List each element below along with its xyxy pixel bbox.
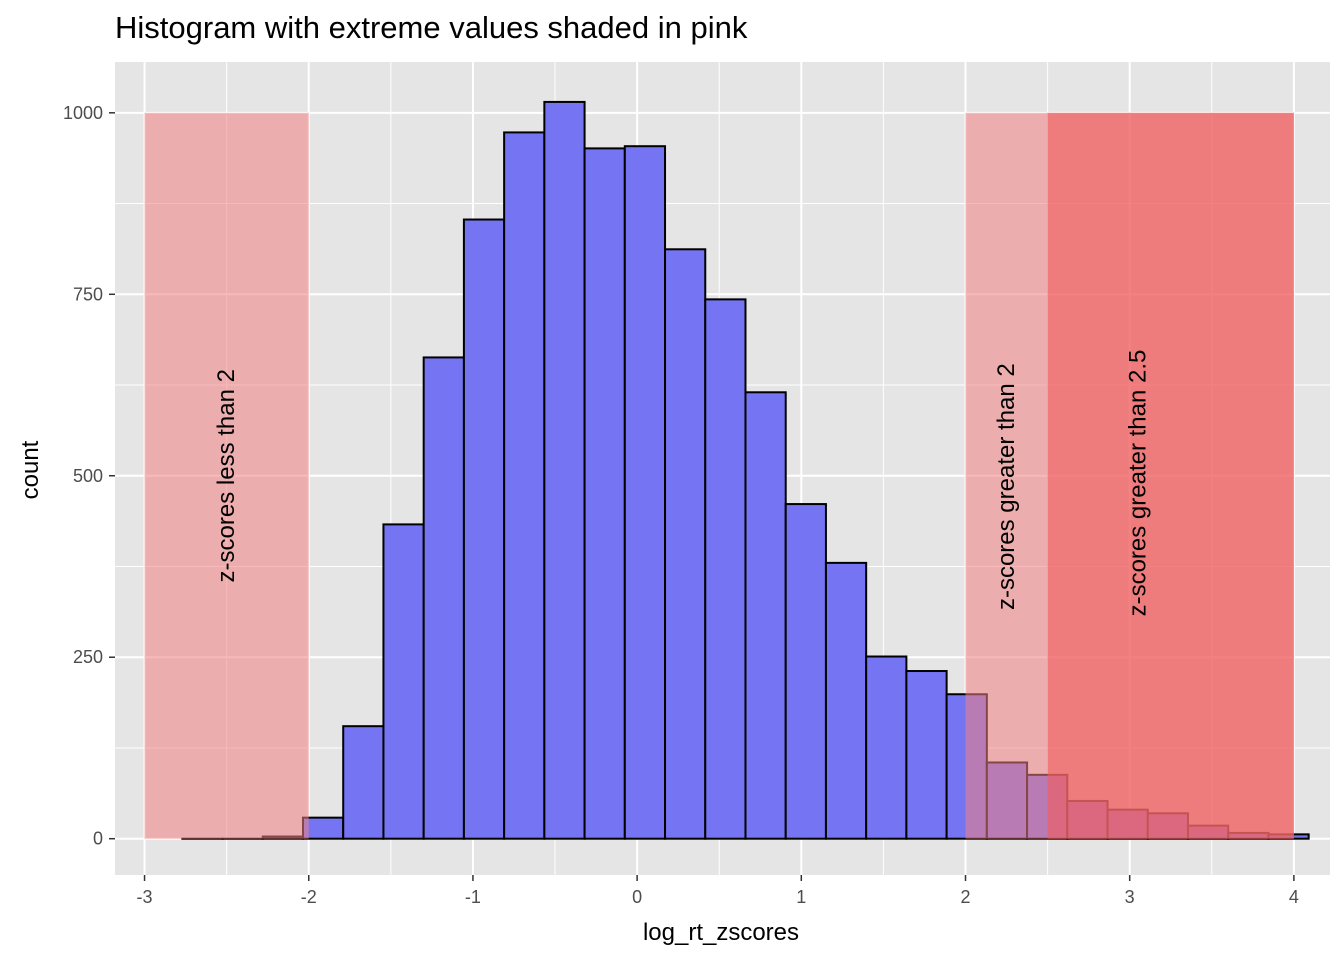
x-tick-label: 2 <box>960 887 970 907</box>
y-tick-label: 500 <box>73 466 103 486</box>
x-tick-label: -1 <box>465 887 481 907</box>
histogram-bar <box>462 218 506 840</box>
x-tick-label: -2 <box>301 887 317 907</box>
histogram-bar <box>623 145 667 840</box>
histogram-bar <box>422 356 465 840</box>
histogram-bar <box>583 147 626 840</box>
y-axis-title: count <box>17 440 44 499</box>
y-tick-label: 0 <box>93 829 103 849</box>
shaded-regions <box>144 112 1294 839</box>
y-tick-label: 1000 <box>63 103 103 123</box>
region-label: z-scores greater than 2.5 <box>1124 350 1151 617</box>
x-tick-label: 1 <box>796 887 806 907</box>
histogram-bar <box>342 725 385 840</box>
shaded-region <box>1047 112 1294 839</box>
y-tick-label: 750 <box>73 284 103 304</box>
y-axis: 0 250 500 750 1000 <box>63 103 115 849</box>
y-tick-label: 250 <box>73 647 103 667</box>
histogram-bar <box>905 670 948 840</box>
histogram-bar <box>382 523 425 840</box>
histogram-bar <box>824 561 868 840</box>
x-tick-label: 4 <box>1289 887 1299 907</box>
shaded-region <box>144 112 309 839</box>
histogram-bar <box>865 655 908 840</box>
region-label: z-scores greater than 2 <box>993 363 1020 610</box>
x-axis-title: log_rt_zscores <box>643 919 799 946</box>
x-axis: -3 -2 -1 0 1 2 3 4 <box>137 875 1299 907</box>
x-tick-label: 0 <box>632 887 642 907</box>
histogram-bar <box>784 503 827 840</box>
chart-title: Histogram with extreme values shaded in … <box>115 10 748 45</box>
region-annotations: z-scores less than 2 z-scores greater tha… <box>213 350 1151 617</box>
histogram-bar <box>301 816 345 840</box>
x-tick-label: -3 <box>137 887 153 907</box>
x-tick-label: 3 <box>1125 887 1135 907</box>
histogram-bar <box>543 100 586 840</box>
histogram-bar <box>744 391 787 840</box>
histogram-bar <box>704 298 747 840</box>
region-label: z-scores less than 2 <box>213 369 240 582</box>
histogram-bar <box>664 248 707 840</box>
histogram-bar <box>503 131 546 840</box>
